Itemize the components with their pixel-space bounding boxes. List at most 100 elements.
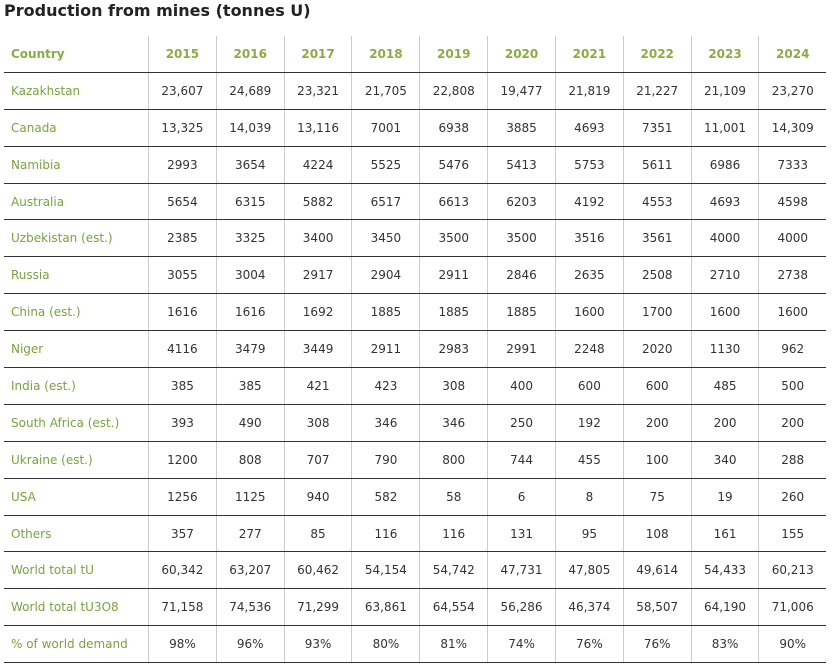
cell: 2738 <box>758 256 826 295</box>
cell: 5753 <box>554 146 624 184</box>
cell: 260 <box>758 478 826 516</box>
cell: 71,299 <box>283 588 352 627</box>
cell: 1885 <box>487 293 556 332</box>
row-label: Australia <box>4 183 149 221</box>
cell: 2018 <box>351 36 420 73</box>
cell: 600 <box>554 367 624 405</box>
cell: 385 <box>215 367 285 405</box>
cell: 277 <box>215 515 285 553</box>
cell: 3479 <box>215 330 285 369</box>
row-label: China (est.) <box>4 293 149 332</box>
cell: 11,001 <box>690 109 759 147</box>
cell: 4224 <box>283 146 352 184</box>
cell: 940 <box>283 478 352 516</box>
cell: 58 <box>419 478 488 516</box>
cell: 490 <box>215 404 285 442</box>
cell: 46,374 <box>554 588 624 627</box>
cell: 24,689 <box>215 72 285 110</box>
cell: 3500 <box>487 219 556 258</box>
cell: 1700 <box>622 293 692 332</box>
cell: 2023 <box>690 36 759 73</box>
cell: 485 <box>690 367 759 405</box>
cell: 707 <box>283 441 352 479</box>
data-row: India (est.) 385 385 421 423 308 400 600 600 485 5… <box>4 367 826 405</box>
cell: 4116 <box>148 330 217 369</box>
cell: 6938 <box>419 109 488 147</box>
data-row: Niger 4116 3479 3449 2911 2983 2991 2248 2020 113… <box>4 330 826 369</box>
cell: 1692 <box>283 293 352 332</box>
cell: 385 <box>148 367 217 405</box>
cell: 74,536 <box>215 588 285 627</box>
row-label: Russia <box>4 256 149 295</box>
cell: 1600 <box>690 293 759 332</box>
cell: 76% <box>622 625 692 664</box>
cell: 8 <box>554 478 624 516</box>
cell: 808 <box>215 441 285 479</box>
cell: 64,554 <box>419 588 488 627</box>
data-row: Namibia 2993 3654 4224 5525 5476 5413 5753 5611 6… <box>4 146 826 184</box>
cell: 63,861 <box>351 588 420 627</box>
row-label: Canada <box>4 109 149 147</box>
cell: 56,286 <box>487 588 556 627</box>
cell: 2016 <box>215 36 285 73</box>
data-row: China (est.) 1616 1616 1692 1885 1885 1885 1600… <box>4 293 826 332</box>
cell: 4693 <box>554 109 624 147</box>
cell: 2019 <box>419 36 488 73</box>
production-table: Country 2015 2016 2017 2018 2019 2020 2021 2022 2… <box>4 36 826 664</box>
cell: 7333 <box>758 146 826 184</box>
cell: 76% <box>554 625 624 664</box>
cell: 81% <box>419 625 488 664</box>
cell: 47,805 <box>554 551 624 590</box>
cell: 108 <box>622 515 692 553</box>
cell: 2385 <box>148 219 217 258</box>
cell: 3055 <box>148 256 217 295</box>
title: Production from mines (tonnes U) <box>4 1 311 20</box>
data-row: World total tU3O8 71,158 74,536 71,299 63,86… <box>4 588 826 627</box>
cell: 80% <box>351 625 420 664</box>
cell: 54,742 <box>419 551 488 590</box>
cell: 2917 <box>283 256 352 295</box>
cell: 4000 <box>690 219 759 258</box>
cell: 1125 <box>215 478 285 516</box>
cell: 155 <box>758 515 826 553</box>
cell: 744 <box>487 441 556 479</box>
cell: 22,808 <box>419 72 488 110</box>
cell: 6 <box>487 478 556 516</box>
cell: 83% <box>690 625 759 664</box>
cell: 1616 <box>148 293 217 332</box>
data-row: World total tU 60,342 63,207 60,462 54,154 54… <box>4 551 826 590</box>
cell: 5413 <box>487 146 556 184</box>
row-label: Country <box>4 36 149 73</box>
cell: 23,270 <box>758 72 826 110</box>
cell: 21,109 <box>690 72 759 110</box>
cell: 23,607 <box>148 72 217 110</box>
cell: 13,116 <box>283 109 352 147</box>
cell: 63,207 <box>215 551 285 590</box>
cell: 1256 <box>148 478 217 516</box>
cell: 1200 <box>148 441 217 479</box>
cell: 2911 <box>351 330 420 369</box>
cell: 3885 <box>487 109 556 147</box>
data-row: Ukraine (est.) 1200 808 707 790 800 744 455 100 3… <box>4 441 826 479</box>
cell: 2022 <box>622 36 692 73</box>
cell: 3449 <box>283 330 352 369</box>
cell: 1885 <box>351 293 420 332</box>
cell: 1885 <box>419 293 488 332</box>
cell: 340 <box>690 441 759 479</box>
cell: 6203 <box>487 183 556 221</box>
cell: 4192 <box>554 183 624 221</box>
cell: 2020 <box>622 330 692 369</box>
header-row: Country 2015 2016 2017 2018 2019 2020 2021 2022 2… <box>4 36 826 73</box>
row-label: India (est.) <box>4 367 149 405</box>
cell: 6986 <box>690 146 759 184</box>
cell: 3450 <box>351 219 420 258</box>
cell: 96% <box>215 625 285 664</box>
cell: 116 <box>351 515 420 553</box>
cell: 95 <box>554 515 624 553</box>
cell: 1600 <box>758 293 826 332</box>
cell: 2015 <box>148 36 217 73</box>
cell: 71,158 <box>148 588 217 627</box>
cell: 2911 <box>419 256 488 295</box>
data-row: Canada 13,325 14,039 13,116 7001 6938 3885 4693… <box>4 109 826 147</box>
cell: 3004 <box>215 256 285 295</box>
